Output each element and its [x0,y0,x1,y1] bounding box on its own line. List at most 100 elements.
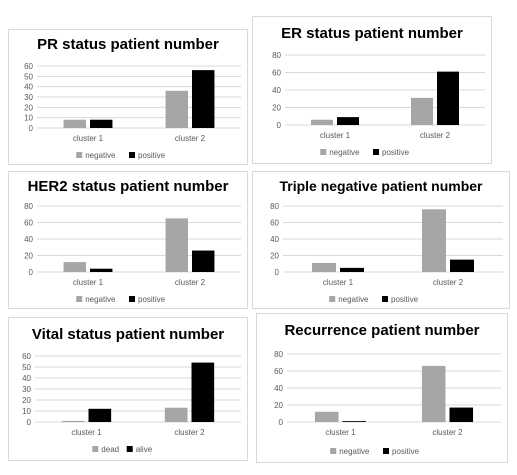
y-tick-label: 80 [270,202,279,211]
x-tick-label: cluster 1 [71,428,102,437]
y-tick-label: 80 [24,202,33,211]
x-tick-label: cluster 1 [73,134,104,143]
y-tick-label: 40 [22,374,31,383]
bar-negative-cluster-1 [312,263,336,272]
y-tick-label: 50 [22,363,31,372]
x-tick-label: cluster 2 [433,278,464,287]
bar-negative-cluster-1 [64,120,86,128]
y-tick-label: 50 [24,72,33,81]
legend-swatch [92,446,98,452]
legend-label: positive [138,295,166,304]
chart-panel-er-status: ER status patient number 0 20 40 60 80 cluste… [252,16,492,164]
bar-negative-cluster-2 [411,98,433,125]
y-tick-label: 0 [29,268,34,277]
chart-panel-pr-status: PR status patient number 0 10 20 30 40 50 60 cl… [8,29,248,165]
y-tick-label: 10 [24,114,33,123]
bar-positive-cluster-1 [340,268,364,272]
y-tick-label: 0 [277,121,282,130]
legend-label: negative [85,151,116,160]
chart-panel-recurrence: Recurrence patient number 0 20 40 60 80 clust… [256,313,508,463]
y-tick-label: 40 [274,384,283,393]
x-tick-label: cluster 1 [73,278,104,287]
chart-svg: 0 10 20 30 40 50 60 cluster 1 cluster 2 dead alive [9,318,249,462]
y-tick-label: 0 [275,268,280,277]
legend-swatch [127,446,133,452]
y-tick-label: 20 [24,252,33,261]
x-tick-label: cluster 2 [420,131,451,140]
y-tick-label: 30 [24,93,33,102]
y-tick-label: 60 [272,69,281,78]
legend-swatch [129,152,135,158]
bar-positive-cluster-1 [90,120,112,128]
y-tick-label: 60 [24,62,33,71]
bar-negative-cluster-2 [166,91,188,128]
x-tick-label: cluster 2 [175,278,206,287]
legend-swatch [76,152,82,158]
y-tick-label: 20 [272,104,281,113]
y-tick-label: 80 [272,51,281,60]
bar-negative-cluster-2 [422,366,446,422]
y-tick-label: 20 [22,396,31,405]
legend-swatch [373,149,379,155]
bar-negative-cluster-2 [166,218,188,272]
bar-dead-cluster-2 [165,408,188,422]
chart-panel-vital-status: Vital status patient number 0 10 20 30 40 50 6… [8,317,248,461]
legend-label: positive [382,148,410,157]
x-tick-label: cluster 1 [320,131,351,140]
legend-swatch [320,149,326,155]
y-tick-label: 60 [274,367,283,376]
y-tick-label: 20 [24,103,33,112]
bar-negative-cluster-2 [422,209,446,272]
legend-label: dead [101,445,119,454]
bar-positive-cluster-2 [437,72,459,125]
bar-negative-cluster-1 [315,412,339,422]
x-tick-label: cluster 1 [325,428,356,437]
chart-svg: 0 20 40 60 80 cluster 1 cluster 2 negative posit… [253,17,493,165]
legend-swatch [330,448,336,454]
y-tick-label: 10 [22,407,31,416]
x-tick-label: cluster 2 [175,134,206,143]
legend-swatch [382,296,388,302]
y-tick-label: 30 [22,385,31,394]
legend-swatch [76,296,82,302]
bar-alive-cluster-1 [89,409,112,422]
bar-negative-cluster-1 [64,262,86,272]
y-tick-label: 60 [270,219,279,228]
bar-positive-cluster-2 [192,70,214,128]
chart-svg: 0 20 40 60 80 cluster 1 cluster 2 negative posit… [257,314,509,464]
bar-positive-cluster-2 [450,260,474,272]
y-tick-label: 40 [24,83,33,92]
y-tick-label: 60 [24,219,33,228]
legend-label: negative [85,295,116,304]
bar-negative-cluster-1 [311,120,333,125]
legend-label: negative [339,447,370,456]
chart-svg: 0 20 40 60 80 cluster 1 cluster 2 negative posit… [253,172,511,310]
legend-label: alive [136,445,153,454]
bar-positive-cluster-1 [337,117,359,125]
bar-dead-cluster-1 [62,421,85,422]
legend-label: positive [391,295,419,304]
bar-alive-cluster-2 [192,363,215,422]
y-tick-label: 60 [22,352,31,361]
chart-panel-triple-negative: Triple negative patient number 0 20 40 60 80… [252,171,510,309]
y-tick-label: 0 [27,418,32,427]
y-tick-label: 40 [24,235,33,244]
y-tick-label: 0 [29,124,34,133]
y-tick-label: 0 [279,418,284,427]
bar-positive-cluster-1 [343,421,367,422]
y-tick-label: 80 [274,350,283,359]
chart-svg: 0 20 40 60 80 cluster 1 cluster 2 negative posit… [9,172,249,310]
legend-swatch [329,296,335,302]
legend-swatch [129,296,135,302]
legend-label: negative [338,295,369,304]
y-tick-label: 40 [272,86,281,95]
legend-label: negative [329,148,360,157]
bar-positive-cluster-2 [192,251,214,272]
bar-positive-cluster-2 [450,408,474,422]
legend-label: positive [138,151,166,160]
x-tick-label: cluster 2 [174,428,205,437]
chart-panel-her2-status: HER2 status patient number 0 20 40 60 80 clus… [8,171,248,309]
y-tick-label: 20 [270,252,279,261]
legend-swatch [383,448,389,454]
